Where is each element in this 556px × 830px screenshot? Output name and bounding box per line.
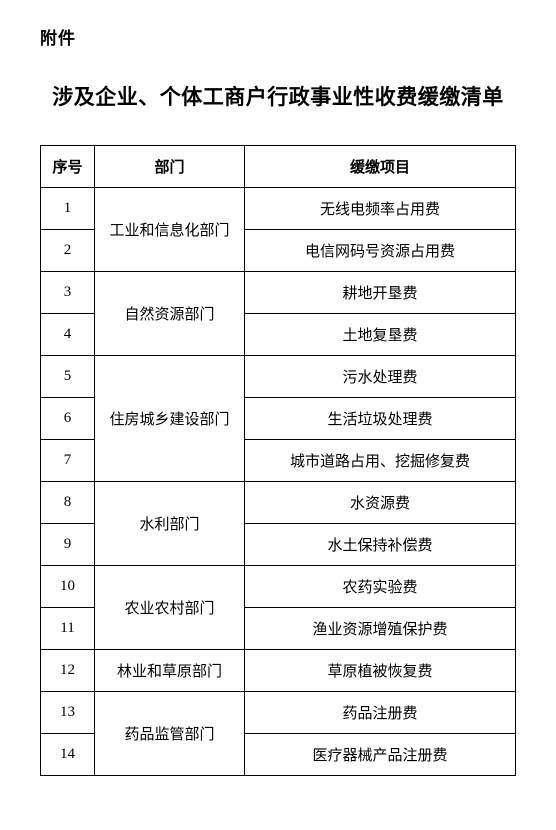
cell-dept: 自然资源部门 bbox=[95, 272, 245, 356]
cell-seq: 5 bbox=[41, 356, 95, 398]
cell-item: 电信网码号资源占用费 bbox=[245, 230, 516, 272]
table-row: 5住房城乡建设部门污水处理费 bbox=[41, 356, 516, 398]
cell-seq: 6 bbox=[41, 398, 95, 440]
cell-item: 医疗器械产品注册费 bbox=[245, 734, 516, 776]
cell-seq: 14 bbox=[41, 734, 95, 776]
cell-dept: 住房城乡建设部门 bbox=[95, 356, 245, 482]
cell-item: 水资源费 bbox=[245, 482, 516, 524]
cell-dept: 林业和草原部门 bbox=[95, 650, 245, 692]
cell-item: 水土保持补偿费 bbox=[245, 524, 516, 566]
cell-seq: 12 bbox=[41, 650, 95, 692]
cell-item: 城市道路占用、挖掘修复费 bbox=[245, 440, 516, 482]
cell-seq: 13 bbox=[41, 692, 95, 734]
cell-seq: 11 bbox=[41, 608, 95, 650]
cell-seq: 9 bbox=[41, 524, 95, 566]
cell-item: 生活垃圾处理费 bbox=[245, 398, 516, 440]
attachment-label: 附件 bbox=[40, 24, 516, 49]
cell-seq: 2 bbox=[41, 230, 95, 272]
cell-seq: 3 bbox=[41, 272, 95, 314]
table-row: 12林业和草原部门草原植被恢复费 bbox=[41, 650, 516, 692]
col-item: 缓缴项目 bbox=[245, 146, 516, 188]
table-row: 1工业和信息化部门无线电频率占用费 bbox=[41, 188, 516, 230]
cell-dept: 水利部门 bbox=[95, 482, 245, 566]
table-row: 13药品监管部门药品注册费 bbox=[41, 692, 516, 734]
cell-item: 污水处理费 bbox=[245, 356, 516, 398]
cell-dept: 工业和信息化部门 bbox=[95, 188, 245, 272]
table-row: 10农业农村部门农药实验费 bbox=[41, 566, 516, 608]
document-page: 附件 涉及企业、个体工商户行政事业性收费缓缴清单 序号 部门 缓缴项目 1工业和… bbox=[0, 0, 556, 796]
cell-seq: 10 bbox=[41, 566, 95, 608]
cell-item: 渔业资源增殖保护费 bbox=[245, 608, 516, 650]
cell-item: 耕地开垦费 bbox=[245, 272, 516, 314]
table-row: 3自然资源部门耕地开垦费 bbox=[41, 272, 516, 314]
cell-seq: 7 bbox=[41, 440, 95, 482]
col-dept: 部门 bbox=[95, 146, 245, 188]
page-title: 涉及企业、个体工商户行政事业性收费缓缴清单 bbox=[40, 81, 516, 111]
col-seq: 序号 bbox=[41, 146, 95, 188]
cell-dept: 药品监管部门 bbox=[95, 692, 245, 776]
cell-item: 药品注册费 bbox=[245, 692, 516, 734]
cell-item: 农药实验费 bbox=[245, 566, 516, 608]
cell-item: 土地复垦费 bbox=[245, 314, 516, 356]
fee-table: 序号 部门 缓缴项目 1工业和信息化部门无线电频率占用费2电信网码号资源占用费3… bbox=[40, 145, 516, 776]
cell-item: 草原植被恢复费 bbox=[245, 650, 516, 692]
cell-seq: 1 bbox=[41, 188, 95, 230]
table-row: 8水利部门水资源费 bbox=[41, 482, 516, 524]
cell-seq: 4 bbox=[41, 314, 95, 356]
cell-seq: 8 bbox=[41, 482, 95, 524]
cell-item: 无线电频率占用费 bbox=[245, 188, 516, 230]
table-header-row: 序号 部门 缓缴项目 bbox=[41, 146, 516, 188]
cell-dept: 农业农村部门 bbox=[95, 566, 245, 650]
